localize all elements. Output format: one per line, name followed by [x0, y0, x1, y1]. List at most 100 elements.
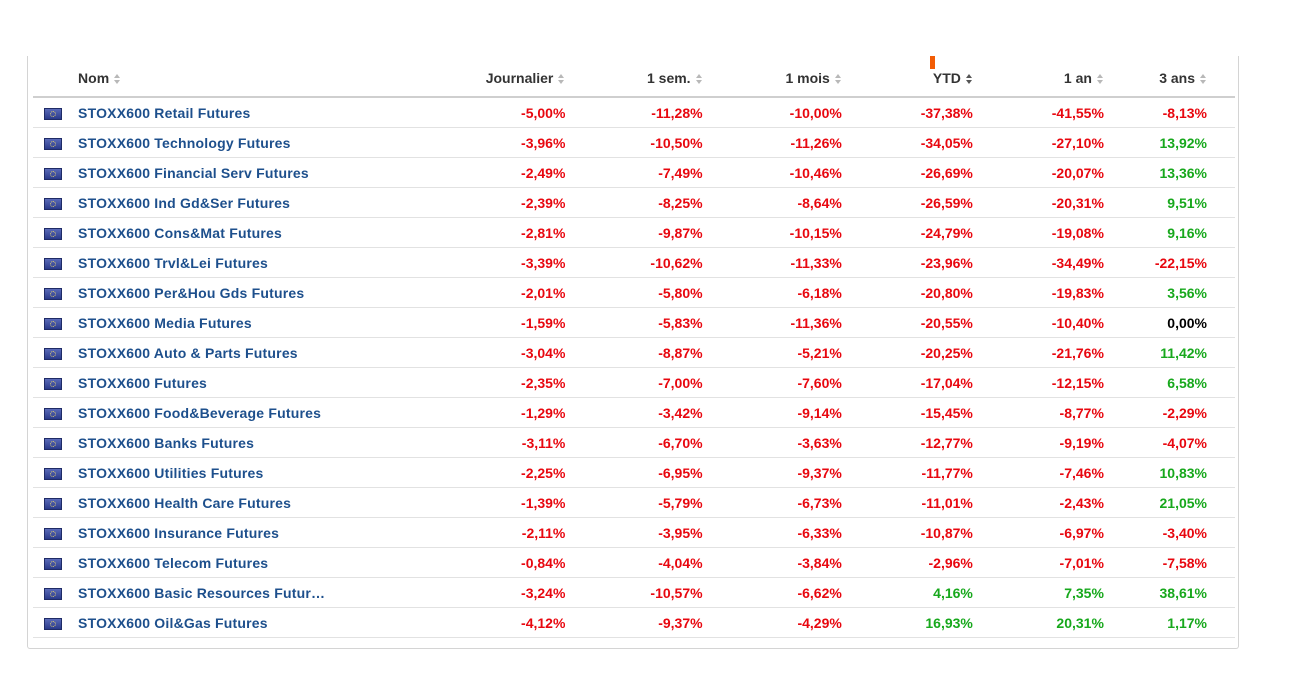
- value-cell-week: -5,79%: [565, 487, 703, 518]
- value-cell-year: -6,97%: [972, 517, 1104, 548]
- instrument-link[interactable]: STOXX600 Technology Futures: [78, 134, 291, 151]
- value-cell-daily: -3,11%: [436, 427, 566, 458]
- instrument-link[interactable]: STOXX600 Futures: [78, 374, 208, 391]
- sort-icon[interactable]: [1096, 74, 1104, 84]
- table-row[interactable]: STOXX600 Oil&Gas Futures -4,12% -9,37% -4,2…: [33, 607, 1235, 638]
- table-row[interactable]: STOXX600 Food&Beverage Futures -1,29% -3,4…: [33, 397, 1235, 428]
- instrument-link[interactable]: STOXX600 Utilities Futures: [78, 464, 264, 481]
- name-cell: STOXX600 Cons&Mat Futures: [78, 217, 437, 248]
- table-row[interactable]: STOXX600 Futures -2,35% -7,00% -7,60% -17,04…: [33, 367, 1235, 398]
- instrument-link[interactable]: STOXX600 Oil&Gas Futures: [78, 614, 268, 631]
- table-row[interactable]: STOXX600 Utilities Futures -2,25% -6,95% -9…: [33, 457, 1235, 488]
- instrument-link[interactable]: STOXX600 Health Care Futures: [78, 494, 292, 511]
- value-cell-ytd: -23,96%: [841, 247, 973, 278]
- value-cell-week: -6,70%: [565, 427, 703, 458]
- value-cell-week: -10,62%: [565, 247, 703, 278]
- flag-cell: [33, 187, 79, 218]
- table-row[interactable]: STOXX600 Cons&Mat Futures -2,81% -9,87% -10…: [33, 217, 1235, 248]
- sort-icon[interactable]: [1200, 74, 1207, 84]
- table-row[interactable]: STOXX600 Retail Futures -5,00% -11,28% -10,…: [33, 97, 1235, 128]
- table-row[interactable]: STOXX600 Telecom Futures -0,84% -4,04% -3,8…: [33, 547, 1235, 578]
- value-cell-three-years: -7,58%: [1103, 547, 1235, 578]
- column-header-three-years[interactable]: 3 ans: [1103, 60, 1235, 98]
- value-cell-ytd: -20,80%: [841, 277, 973, 308]
- value-cell-three-years: 10,83%: [1103, 457, 1235, 488]
- instrument-link[interactable]: STOXX600 Banks Futures: [78, 434, 255, 451]
- table-header-row: Nom Journalier 1 sem. 1 mois YTD 1 an 3 …: [33, 60, 1235, 98]
- column-header-name[interactable]: Nom: [78, 60, 437, 98]
- column-header-ytd[interactable]: YTD: [841, 60, 973, 98]
- flag-cell: [33, 487, 79, 518]
- instrument-link[interactable]: STOXX600 Ind Gd&Ser Futures: [78, 194, 291, 211]
- name-cell: STOXX600 Financial Serv Futures: [78, 157, 437, 188]
- eu-flag-icon: [44, 227, 62, 240]
- value-cell-week: -10,50%: [565, 127, 703, 158]
- eu-flag-icon: [44, 497, 62, 510]
- value-cell-month: -10,15%: [702, 217, 842, 248]
- value-cell-daily: -2,35%: [436, 367, 566, 398]
- value-cell-daily: -0,84%: [436, 547, 566, 578]
- flag-cell: [33, 397, 79, 428]
- sort-icon[interactable]: [558, 74, 565, 84]
- value-cell-year: -7,01%: [972, 547, 1104, 578]
- instrument-link[interactable]: STOXX600 Insurance Futures: [78, 524, 280, 541]
- sort-icon[interactable]: [695, 74, 703, 84]
- instrument-link[interactable]: STOXX600 Per&Hou Gds Futures: [78, 284, 305, 301]
- table-row[interactable]: STOXX600 Basic Resources Futur… -3,24% -10…: [33, 577, 1235, 608]
- eu-flag-icon: [44, 317, 62, 330]
- sort-icon[interactable]: [834, 74, 842, 84]
- table-row[interactable]: STOXX600 Technology Futures -3,96% -10,50%…: [33, 127, 1235, 158]
- value-cell-ytd: -26,69%: [841, 157, 973, 188]
- flag-cell: [33, 157, 79, 188]
- value-cell-year: -20,07%: [972, 157, 1104, 188]
- column-header-label: 1 sem.: [646, 70, 691, 86]
- column-header-year[interactable]: 1 an: [972, 60, 1104, 98]
- instrument-link[interactable]: STOXX600 Cons&Mat Futures: [78, 224, 282, 241]
- value-cell-ytd: -26,59%: [841, 187, 973, 218]
- value-cell-daily: -1,39%: [436, 487, 566, 518]
- sort-icon[interactable]: [965, 74, 973, 84]
- sort-icon[interactable]: [114, 74, 121, 84]
- instrument-link[interactable]: STOXX600 Trvl&Lei Futures: [78, 254, 268, 271]
- name-cell: STOXX600 Per&Hou Gds Futures: [78, 277, 437, 308]
- table-row[interactable]: STOXX600 Per&Hou Gds Futures -2,01% -5,80%…: [33, 277, 1235, 308]
- instrument-link[interactable]: STOXX600 Retail Futures: [78, 104, 251, 121]
- instrument-link[interactable]: STOXX600 Basic Resources Futur…: [78, 584, 326, 601]
- instrument-link[interactable]: STOXX600 Telecom Futures: [78, 554, 269, 571]
- value-cell-week: -7,00%: [565, 367, 703, 398]
- table-row[interactable]: STOXX600 Financial Serv Futures -2,49% -7,…: [33, 157, 1235, 188]
- name-cell: STOXX600 Media Futures: [78, 307, 437, 338]
- table-row[interactable]: STOXX600 Health Care Futures -1,39% -5,79%…: [33, 487, 1235, 518]
- eu-flag-icon: [44, 107, 62, 120]
- performance-table: Nom Journalier 1 sem. 1 mois YTD 1 an 3 …: [33, 60, 1235, 638]
- value-cell-week: -4,04%: [565, 547, 703, 578]
- value-cell-month: -8,64%: [702, 187, 842, 218]
- value-cell-three-years: 9,51%: [1103, 187, 1235, 218]
- table-row[interactable]: STOXX600 Trvl&Lei Futures -3,39% -10,62% -1…: [33, 247, 1235, 278]
- flag-cell: [33, 247, 79, 278]
- eu-flag-icon: [44, 527, 62, 540]
- name-cell: STOXX600 Utilities Futures: [78, 457, 437, 488]
- table-row[interactable]: STOXX600 Banks Futures -3,11% -6,70% -3,63%…: [33, 427, 1235, 458]
- instrument-link[interactable]: STOXX600 Media Futures: [78, 314, 252, 331]
- column-header-daily[interactable]: Journalier: [436, 60, 566, 98]
- value-cell-month: -4,29%: [702, 607, 842, 638]
- value-cell-daily: -3,24%: [436, 577, 566, 608]
- column-header-month[interactable]: 1 mois: [702, 60, 842, 98]
- eu-flag-icon: [44, 257, 62, 270]
- table-row[interactable]: STOXX600 Auto & Parts Futures -3,04% -8,87…: [33, 337, 1235, 368]
- table-row[interactable]: STOXX600 Ind Gd&Ser Futures -2,39% -8,25% -…: [33, 187, 1235, 218]
- value-cell-month: -5,21%: [702, 337, 842, 368]
- value-cell-year: -7,46%: [972, 457, 1104, 488]
- table-row[interactable]: STOXX600 Media Futures -1,59% -5,83% -11,36…: [33, 307, 1235, 338]
- value-cell-week: -8,87%: [565, 337, 703, 368]
- value-cell-daily: -2,39%: [436, 187, 566, 218]
- eu-flag-icon: [44, 137, 62, 150]
- value-cell-week: -5,83%: [565, 307, 703, 338]
- column-header-week[interactable]: 1 sem.: [565, 60, 703, 98]
- value-cell-daily: -3,04%: [436, 337, 566, 368]
- instrument-link[interactable]: STOXX600 Auto & Parts Futures: [78, 344, 298, 361]
- instrument-link[interactable]: STOXX600 Financial Serv Futures: [78, 164, 309, 181]
- table-row[interactable]: STOXX600 Insurance Futures -2,11% -3,95% -6…: [33, 517, 1235, 548]
- instrument-link[interactable]: STOXX600 Food&Beverage Futures: [78, 404, 322, 421]
